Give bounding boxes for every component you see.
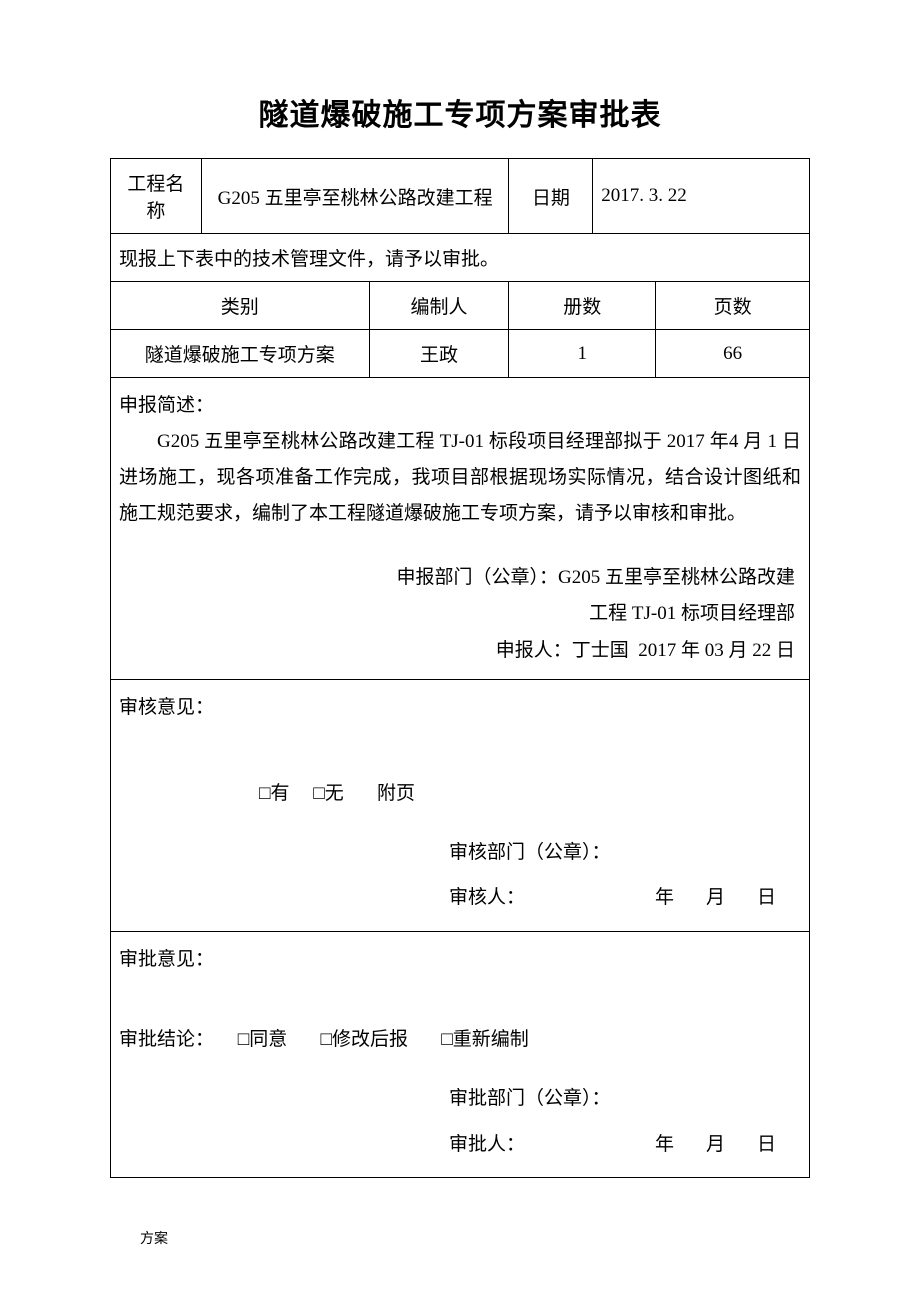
subheader-row: 类别 编制人 册数 页数 <box>111 282 810 330</box>
person-label: 申报人： <box>496 640 572 661</box>
checkbox-yes[interactable]: □有 <box>259 783 289 804</box>
page-footer: 方案 <box>110 1228 810 1248</box>
date-value: 2017. 3. 22 <box>593 159 810 234</box>
year-label: 年 <box>655 875 674 921</box>
description-cell: 申报简述： G205 五里亭至桃林公路改建工程 TJ-01 标段项目经理部拟于 … <box>111 378 810 680</box>
author-label: 编制人 <box>369 282 509 330</box>
approve-sign: 审批部门（公章）： 审批人： 年月日 <box>119 1076 801 1167</box>
checkbox-modify[interactable]: □修改后报 <box>321 1029 408 1050</box>
conclusion-label: 审批结论： <box>119 1029 214 1050</box>
day-label: 日 <box>757 875 776 921</box>
approve-person-label: 审批人： <box>449 1122 525 1168</box>
review-label: 审核意见： <box>119 690 801 726</box>
checkbox-redo[interactable]: □重新编制 <box>441 1029 528 1050</box>
form-title: 隧道爆破施工专项方案审批表 <box>110 90 810 134</box>
author-value: 王政 <box>369 330 509 378</box>
review-row: 审核意见： □有 □无 附页 审核部门（公章）： 审核人： 年月日 <box>111 679 810 931</box>
pages-label: 页数 <box>656 282 810 330</box>
review-person-label: 审核人： <box>449 875 525 921</box>
approve-month-label: 月 <box>706 1122 725 1168</box>
description-sign: 申报部门（公章）：G205 五里亭至桃林公路改建 工程 TJ-01 标项目经理部… <box>119 560 801 668</box>
approval-form-table: 工程名称 G205 五里亭至桃林公路改建工程 日期 2017. 3. 22 现报… <box>110 158 810 1178</box>
description-body: G205 五里亭至桃林公路改建工程 TJ-01 标段项目经理部拟于 2017 年… <box>119 424 801 532</box>
approve-dept-label: 审批部门（公章）： <box>449 1076 801 1122</box>
subdata-row: 隧道爆破施工专项方案 王政 1 66 <box>111 330 810 378</box>
category-value: 隧道爆破施工专项方案 <box>111 330 370 378</box>
copies-value: 1 <box>509 330 656 378</box>
dept-value: G205 五里亭至桃林公路改建 <box>558 567 795 588</box>
dept-value2: 工程 TJ-01 标项目经理部 <box>589 603 795 624</box>
approve-cell: 审批意见： 审批结论： □同意 □修改后报 □重新编制 审批部门（公章）： 审批… <box>111 932 810 1178</box>
approve-row: 审批意见： 审批结论： □同意 □修改后报 □重新编制 审批部门（公章）： 审批… <box>111 932 810 1178</box>
approve-label: 审批意见： <box>119 942 801 978</box>
instruction-text: 现报上下表中的技术管理文件，请予以审批。 <box>111 234 810 282</box>
review-cell: 审核意见： □有 □无 附页 审核部门（公章）： 审核人： 年月日 <box>111 679 810 931</box>
checkbox-agree[interactable]: □同意 <box>238 1029 287 1050</box>
copies-label: 册数 <box>509 282 656 330</box>
dept-label: 申报部门（公章）： <box>397 567 559 588</box>
project-name: G205 五里亭至桃林公路改建工程 <box>201 159 509 234</box>
desc-date: 2017 年 03 月 22 日 <box>638 640 795 661</box>
approve-options: 审批结论： □同意 □修改后报 □重新编制 <box>119 1022 801 1058</box>
category-label: 类别 <box>111 282 370 330</box>
review-sign: 审核部门（公章）： 审核人： 年月日 <box>119 830 801 921</box>
approve-year-label: 年 <box>655 1122 674 1168</box>
pages-value: 66 <box>656 330 810 378</box>
project-label: 工程名称 <box>111 159 202 234</box>
attachment-label: 附页 <box>377 783 415 804</box>
description-row: 申报简述： G205 五里亭至桃林公路改建工程 TJ-01 标段项目经理部拟于 … <box>111 378 810 680</box>
month-label: 月 <box>706 875 725 921</box>
description-label: 申报简述： <box>119 388 801 424</box>
instruction-row: 现报上下表中的技术管理文件，请予以审批。 <box>111 234 810 282</box>
review-dept-label: 审核部门（公章）： <box>449 830 801 876</box>
review-options: □有 □无 附页 <box>119 776 801 812</box>
checkbox-no[interactable]: □无 <box>313 783 343 804</box>
header-row: 工程名称 G205 五里亭至桃林公路改建工程 日期 2017. 3. 22 <box>111 159 810 234</box>
person-value: 丁士国 <box>572 640 629 661</box>
date-label: 日期 <box>509 159 593 234</box>
approve-day-label: 日 <box>757 1122 776 1168</box>
